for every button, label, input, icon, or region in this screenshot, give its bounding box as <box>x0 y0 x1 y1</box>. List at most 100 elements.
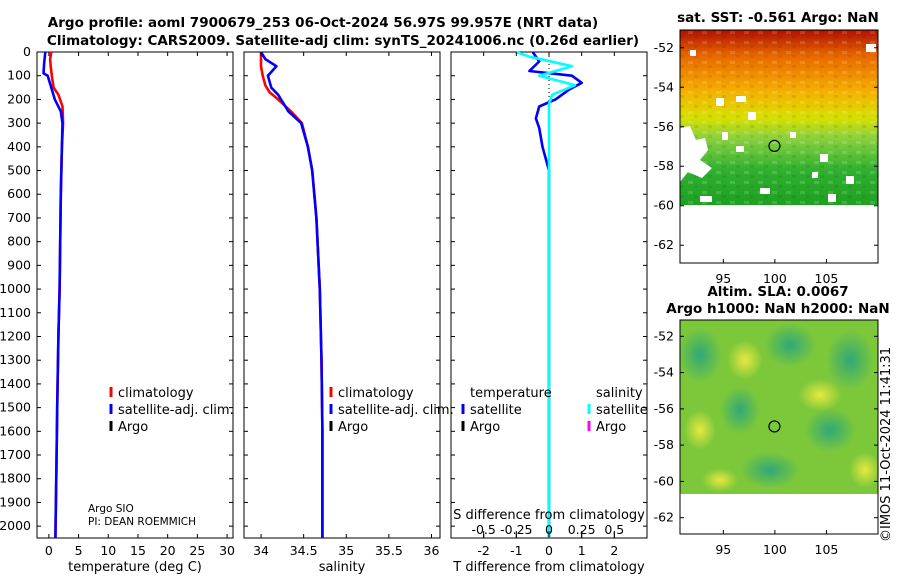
pressure-tick-label: 900 <box>7 257 31 272</box>
x-tick-label: 0 <box>45 543 53 558</box>
legend-salinity-heading: salinity <box>596 386 643 401</box>
x-tick-label: 36 <box>424 543 440 558</box>
legend-argo-label: Argo <box>338 420 368 435</box>
map-lat-label: -62 <box>654 510 674 525</box>
pressure-tick-label: 1100 <box>0 305 31 320</box>
legend-s-satellite-label: satellite <box>596 403 648 418</box>
pressure-tick-label: 600 <box>7 186 31 201</box>
sla-map: Altim. SLA: 0.0067 Argo h1000: NaN h2000… <box>654 284 890 557</box>
sla-no-data-region <box>680 494 878 534</box>
pressure-tick-label: 1400 <box>0 376 31 391</box>
temperature-legend: climatology satellite-adj. clim. Argo <box>109 386 234 435</box>
title-line-1: Argo profile: aoml 7900679_253 06-Oct-20… <box>48 15 598 31</box>
s-tick-label: 0.5 <box>604 522 624 537</box>
pressure-tick-label: 1900 <box>0 494 31 509</box>
map-lat-label: -60 <box>654 473 674 488</box>
legend-t-satellite-label: satellite <box>470 403 522 418</box>
legend-argo-label: Argo <box>118 420 148 435</box>
sst-texture <box>680 30 878 205</box>
s-tick-label: -0.5 <box>471 522 495 537</box>
x-tick-label: 35.5 <box>375 543 403 558</box>
legend-s-argo-label: Argo <box>596 420 626 435</box>
x-tick-label: 2 <box>610 543 618 558</box>
sst-map-frame <box>679 29 879 264</box>
x-tick-label: 34 <box>253 543 269 558</box>
sst-missing-data <box>680 44 876 202</box>
pressure-tick-label: 2000 <box>0 518 31 533</box>
map-lat-label: -54 <box>654 79 674 94</box>
sla-patterns <box>678 323 881 492</box>
sla-map-title-2: Argo h1000: NaN h2000: NaN <box>666 301 889 317</box>
map-lat-label: -60 <box>654 198 674 213</box>
pressure-tick-label: 1000 <box>0 281 31 296</box>
s-difference-label: S difference from climatology <box>453 508 645 523</box>
salinity-legend: climatology satellite-adj. clim. Argo <box>329 386 454 435</box>
x-tick-label: 20 <box>160 543 176 558</box>
pressure-tick-label: 500 <box>7 163 31 178</box>
legend-satellite-label: satellite-adj. clim. <box>118 403 234 418</box>
legend-climatology-label: climatology <box>118 386 194 401</box>
x-tick-label: 0 <box>545 543 553 558</box>
map-lat-label: -58 <box>654 437 674 452</box>
pressure-tick-label: 200 <box>7 91 31 106</box>
series-line-salinity-1 <box>259 51 324 538</box>
credit-line-1: Argo SIO <box>88 503 134 515</box>
map-lat-label: -52 <box>654 328 674 343</box>
salinity-panel: 34 34.5 35 35.5 36 salinity climatology sate… <box>243 51 454 575</box>
sst-map-ticks: -52 -54 -56 -58 -60 -62 95 100 105 <box>654 40 878 286</box>
map-lat-label: -56 <box>654 401 674 416</box>
sst-map-title: sat. SST: -0.561 Argo: NaN <box>677 10 879 26</box>
x-tick-label: 10 <box>100 543 116 558</box>
pressure-tick-label: 1600 <box>0 423 31 438</box>
title-line-2: Climatology: CARS2009. Satellite-adj cli… <box>47 33 639 49</box>
map-lon-label: 95 <box>715 271 731 286</box>
salinity-xlabel: salinity <box>319 560 366 575</box>
x-tick-label: 34.5 <box>290 543 318 558</box>
s-tick-label: 0.25 <box>568 522 596 537</box>
sla-float-marker <box>768 420 781 433</box>
map-lon-label: 100 <box>763 542 787 557</box>
difference-panel: -2 -1 0 1 2 -0.5 -0.25 0 0.25 0.5 T difference fr… <box>450 50 648 575</box>
s-tick-label: 0 <box>545 522 553 537</box>
legend-satellite-label: satellite-adj. clim. <box>338 403 454 418</box>
pressure-tick-label: 1200 <box>0 328 31 343</box>
pressure-tick-label: 400 <box>7 139 31 154</box>
sla-map-frame <box>679 319 879 535</box>
map-lat-label: -62 <box>654 237 674 252</box>
difference-legend: temperature salinity satellite Argo sate… <box>461 386 648 435</box>
legend-t-argo-label: Argo <box>470 420 500 435</box>
x-tick-label: 5 <box>75 543 83 558</box>
map-lon-label: 100 <box>763 271 787 286</box>
sst-map: sat. SST: -0.561 Argo: NaN -52-54-56-58-… <box>654 10 879 286</box>
sst-float-marker <box>768 139 781 153</box>
s-tick-label: -0.25 <box>500 522 532 537</box>
imos-timestamp: ©IMOS 11-Oct-2024 11:41:31 <box>879 347 894 542</box>
pressure-tick-labels: 0 100 200 300 400 500 600 700 800 900 1000 1100 1200… <box>0 44 647 533</box>
pressure-tick-label: 1700 <box>0 447 31 462</box>
sla-map-ticks: -52 -54 -56 -58 -60 -62 95 100 105 <box>654 328 878 557</box>
x-tick-label: 30 <box>219 543 235 558</box>
pressure-tick-label: 800 <box>7 234 31 249</box>
pressure-tick-label: 300 <box>7 115 31 130</box>
x-tick-label: -1 <box>510 543 522 558</box>
legend-temperature-heading: temperature <box>470 386 552 401</box>
series-line-temperature-1 <box>42 51 64 539</box>
pressure-tick-label: 1800 <box>0 471 31 486</box>
series-line-difference-1 <box>515 50 577 538</box>
series-line-salinity-0 <box>259 52 324 538</box>
pressure-tick-label: 700 <box>7 210 31 225</box>
x-tick-label: 25 <box>189 543 205 558</box>
map-lat-label: -58 <box>654 158 674 173</box>
map-lon-label: 95 <box>715 542 731 557</box>
legend-climatology-label: climatology <box>338 386 414 401</box>
x-tick-label: 15 <box>130 543 146 558</box>
pressure-tick-label: 100 <box>7 68 31 83</box>
x-tick-label: 35 <box>338 543 354 558</box>
sst-no-data-region <box>680 205 878 263</box>
map-lat-label: -54 <box>654 365 674 380</box>
temperature-panel: 0 5 10 15 20 25 30 temperature (deg C) climato… <box>36 51 235 575</box>
map-lon-label: 105 <box>815 542 839 557</box>
salinity-axes-box <box>243 51 441 539</box>
difference-xlabel: T difference from climatology <box>452 560 645 575</box>
